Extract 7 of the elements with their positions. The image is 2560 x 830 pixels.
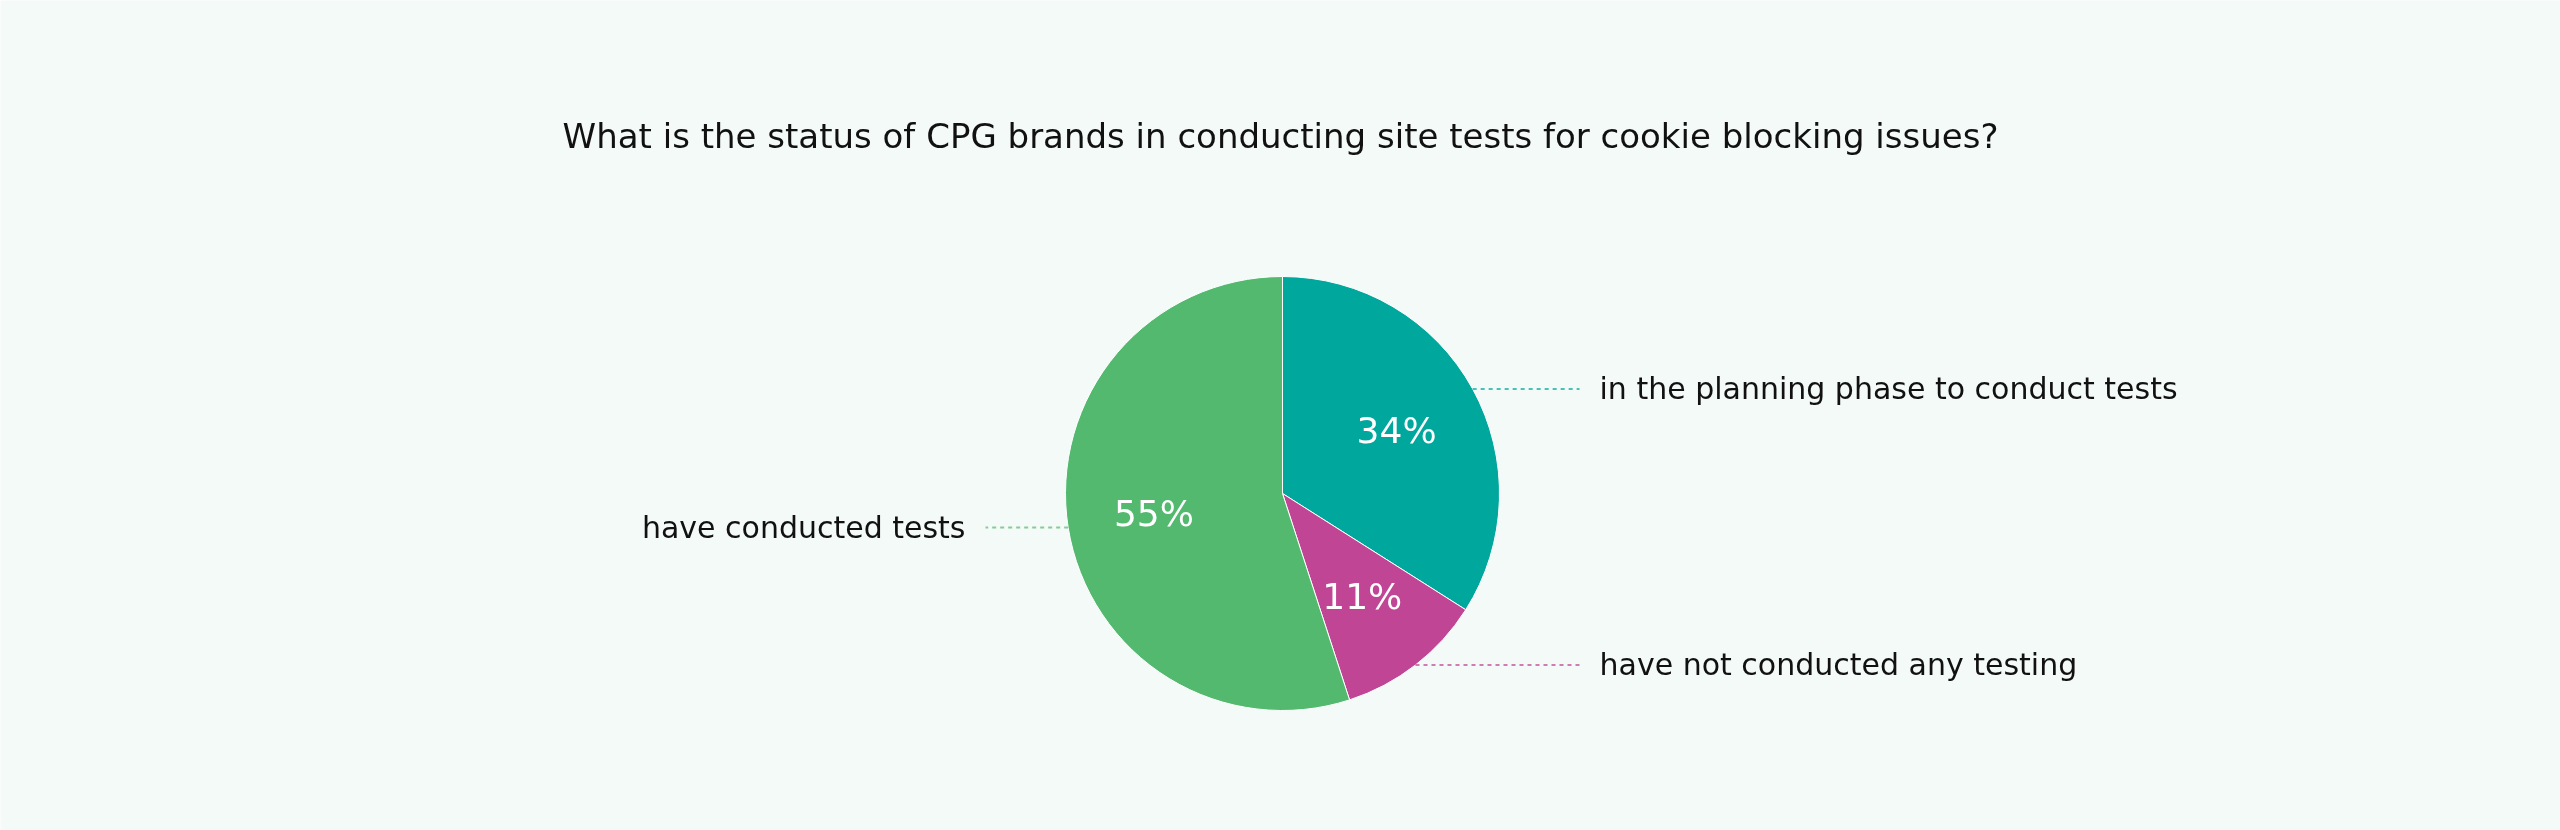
slice-label: in the planning phase to conduct tests <box>1599 371 2178 407</box>
chart-title: What is the status of CPG brands in conducting site tests for cookie blocking issues? <box>562 115 1999 156</box>
slice-label: have not conducted any testing <box>1599 647 2078 683</box>
data-label: 34% <box>1356 410 1437 452</box>
data-label: 55% <box>1113 493 1194 535</box>
slice-label: have conducted tests <box>641 509 966 545</box>
data-label: 11% <box>1322 575 1403 617</box>
